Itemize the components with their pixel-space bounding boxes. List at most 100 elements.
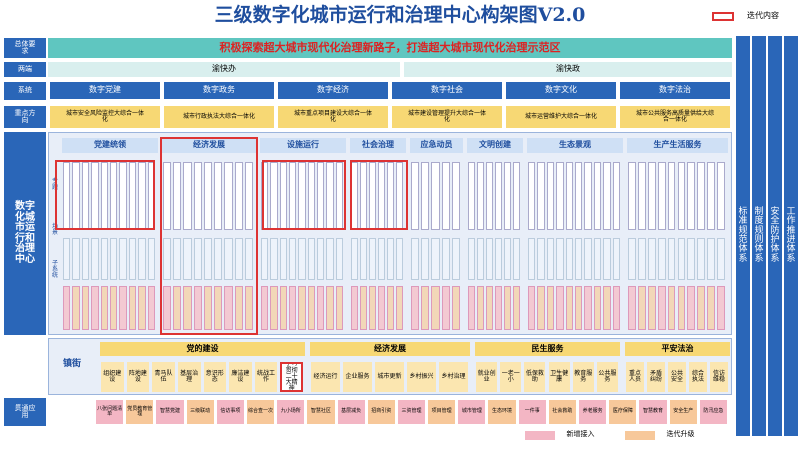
subsystem-cell [647, 238, 656, 280]
town-item: 一老一小 [500, 362, 522, 392]
subsystem-cell [451, 286, 460, 330]
scene-cell [593, 162, 602, 230]
town-item: 就业创业 [476, 362, 498, 392]
side-label: 两端 [4, 62, 46, 77]
subsystem-cell [369, 238, 376, 280]
subsystem-cell [261, 286, 269, 330]
subsystem-cell [677, 286, 686, 330]
subsystem-cell [477, 238, 484, 280]
subsystem-cell [351, 286, 358, 330]
app: 医疗保障 [609, 400, 637, 424]
subsystem-cell [72, 286, 80, 330]
subsystem-cell [528, 238, 536, 280]
subsystem-cell [628, 238, 636, 280]
subsystem-cell [657, 286, 666, 330]
subsystem-cell [431, 238, 440, 280]
subsystem-cell [214, 238, 223, 280]
subsystem-cell [270, 238, 278, 280]
town-item: 公共服务 [596, 362, 618, 392]
subsystem-cell [298, 286, 306, 330]
subsystem-cell [546, 238, 555, 280]
domain: 生产生活服务 [627, 138, 728, 153]
iteration-frame [55, 160, 155, 230]
subsystem-cell [411, 286, 420, 330]
town-item: 城市更新 [375, 362, 404, 392]
subsystem-cell [351, 238, 358, 280]
app: 九小场所 [277, 400, 305, 424]
subsystem-cell [270, 286, 278, 330]
subsystem-cell [667, 238, 676, 280]
iteration-frame [350, 160, 408, 230]
subsystem-cell [687, 238, 696, 280]
app: 八张问题清单 [96, 400, 124, 424]
subsystem-cell [477, 286, 484, 330]
subsystem-cell [687, 286, 696, 330]
system: 数字党建 [50, 82, 160, 99]
town-item: 低保救助 [524, 362, 546, 392]
system: 数字经济 [278, 82, 388, 99]
subsystem-cell [326, 238, 334, 280]
scene-cell [451, 162, 460, 230]
scene-cell [584, 162, 592, 230]
town-item: 信访维稳 [710, 362, 728, 392]
subsystem-cell [378, 286, 385, 330]
app: 项目管理 [428, 400, 456, 424]
end: 渝快政 [404, 62, 732, 77]
subsystem-cell [468, 238, 475, 280]
town-item: 意识形态 [203, 362, 227, 392]
subsystem-cell [289, 286, 297, 330]
subsystem-cell [119, 238, 127, 280]
subsystem-cell [486, 286, 493, 330]
scene-cell [486, 162, 493, 230]
subsystem-cell [584, 238, 592, 280]
subsystem-cell [173, 286, 182, 330]
scene-cell [183, 162, 192, 230]
subsystem-cell [317, 286, 325, 330]
inner-label: 专题 [51, 177, 58, 191]
scene-cell [528, 162, 536, 230]
town-item: 综合执法 [689, 362, 707, 392]
subsystem-cell [244, 238, 253, 280]
subsystem-cell [147, 238, 155, 280]
subsystem-cell [203, 238, 213, 280]
subsystem-cell [378, 238, 385, 280]
subsystem-cell [387, 286, 394, 330]
direction: 城市公共服务高质量供给大综合一体化 [620, 106, 730, 128]
app: 生态环境 [488, 400, 516, 424]
app: 党员教育管理 [126, 400, 154, 424]
direction: 城市行政执法大综合一体化 [164, 106, 274, 128]
subsystem-cell [138, 286, 146, 330]
subsystem-cell [224, 238, 233, 280]
subsystem-cell [279, 286, 287, 330]
subsystem-cell [603, 286, 611, 330]
subsystem-cell [261, 238, 269, 280]
subsystem-cell [657, 238, 666, 280]
app: 社会救助 [548, 400, 577, 424]
scene-cell [697, 162, 706, 230]
subsystem-cell [421, 238, 430, 280]
right-bar: 安全防护体系 [768, 36, 782, 436]
subsystem-cell [537, 286, 545, 330]
subsystem-cell [360, 286, 367, 330]
subsystem-cell [697, 286, 706, 330]
scene-cell [477, 162, 484, 230]
subsystem-cell [369, 286, 376, 330]
side-label: 贯通应用 [4, 398, 46, 426]
subsystem-cell [173, 238, 182, 280]
subsystem-cell [537, 238, 545, 280]
town-item: 重点人员 [626, 362, 644, 392]
subsystem-cell [707, 238, 716, 280]
subsystem-cell [486, 238, 493, 280]
subsystem-cell [100, 238, 108, 280]
app: 基层减负 [337, 400, 365, 424]
side-label: 系统 [4, 82, 46, 100]
subsystem-cell [317, 238, 325, 280]
subsystem-cell [81, 238, 90, 280]
subsystem-cell [234, 286, 243, 330]
subsystem-cell [612, 286, 620, 330]
subsystem-cell [697, 238, 706, 280]
app: 三资管理 [397, 400, 426, 424]
scene-cell [421, 162, 430, 230]
end: 渝快办 [48, 62, 400, 77]
subsystem-cell [307, 286, 315, 330]
